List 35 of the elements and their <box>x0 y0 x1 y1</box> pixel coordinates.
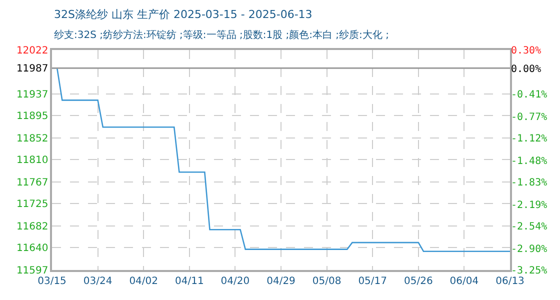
y-tick-label: 11810 <box>16 155 48 166</box>
y-tick-label: 11640 <box>16 243 48 254</box>
x-tick-label: 04/11 <box>174 276 204 287</box>
x-tick-label: 05/08 <box>312 276 342 287</box>
y2-tick-label: -2.54% <box>511 222 548 232</box>
y2-tick-label: -1.12% <box>511 134 548 144</box>
y2-tick-label: -1.48% <box>511 156 548 167</box>
x-tick-label: 06/13 <box>496 276 524 287</box>
chart-title: 32S涤纶纱 山东 生产价 2025-03-15 - 2025-06-13 <box>54 8 312 21</box>
y2-tick-label: -2.19% <box>511 200 548 211</box>
x-tick-label: 04/02 <box>129 276 158 287</box>
y2-tick-label: -0.41% <box>511 90 548 100</box>
y2-tick-label: 0.00% <box>511 64 542 76</box>
y2-tick-label: -3.25% <box>511 266 548 276</box>
x-tick-label: 03/15 <box>38 276 66 287</box>
y-tick-label: 11682 <box>16 222 48 232</box>
y2-tick-label: 0.30% <box>511 46 542 56</box>
x-tick-label: 05/17 <box>358 276 388 287</box>
y-tick-label: 11895 <box>16 111 48 122</box>
y2-tick-label: -2.90% <box>511 244 548 255</box>
chart-subtitle: 纱支:32S ;纺纱方法:环锭纺 ;等级:一等品 ;股数:1股 ;颜色:本白 ;纱质:大化 ; <box>54 29 389 41</box>
y2-tick-label: -0.77% <box>511 112 548 123</box>
x-tick-label: 04/20 <box>220 276 250 287</box>
y-tick-label: 11767 <box>16 178 48 188</box>
x-tick-label: 03/24 <box>83 276 112 287</box>
y-tick-label: 11987 <box>16 64 48 75</box>
y-tick-label: 11725 <box>16 199 48 210</box>
x-tick-label: 04/29 <box>266 276 296 287</box>
y-tick-label: 11937 <box>16 90 48 100</box>
y-tick-label: 11597 <box>16 266 48 276</box>
y-tick-label: 12022 <box>16 46 48 56</box>
x-tick-label: 06/04 <box>450 276 479 287</box>
y-tick-label: 11852 <box>16 134 48 144</box>
x-tick-label: 05/26 <box>404 276 433 287</box>
y2-tick-label: -1.83% <box>511 178 548 188</box>
